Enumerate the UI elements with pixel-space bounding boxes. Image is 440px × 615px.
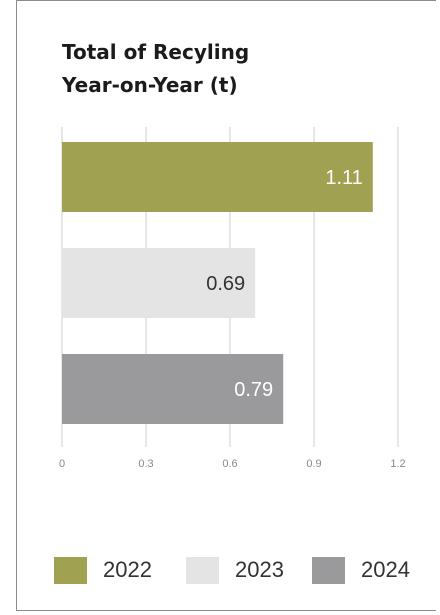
legend-label-2022: 2022 [103,557,152,582]
bar-value-label-2022: 1.11 [325,167,362,189]
chart-panel [16,0,436,611]
bar-2023 [62,248,256,318]
x-tick-label-1: 0.3 [138,458,153,470]
x-tick-label-4: 1.2 [390,458,405,470]
legend-item-2024: 2024 [312,555,410,585]
x-tick-label-2: 0.6 [222,458,237,470]
legend-swatch-2022 [54,556,87,584]
legend-label-2024: 2024 [361,557,410,582]
chart-title-line-2: Year-on-Year (t) [62,73,238,97]
bar-2022 [62,142,373,212]
chart-title-line-1: Total of Recyling [62,40,250,64]
x-tick-label-0: 0 [59,458,65,470]
legend-item-2023: 2023 [186,555,284,585]
legend-label-2023: 2023 [235,557,284,582]
x-tick-label-3: 0.9 [306,458,321,470]
bar-2024 [62,354,284,424]
bar-value-label-2023: 0.69 [206,273,245,295]
chart-title: Total of Recyling Year-on-Year (t) [62,36,362,102]
legend-item-2022: 2022 [54,555,152,585]
legend-swatch-2023 [186,556,219,584]
bar-value-label-2024: 0.79 [234,379,273,401]
legend-swatch-2024 [312,556,345,584]
